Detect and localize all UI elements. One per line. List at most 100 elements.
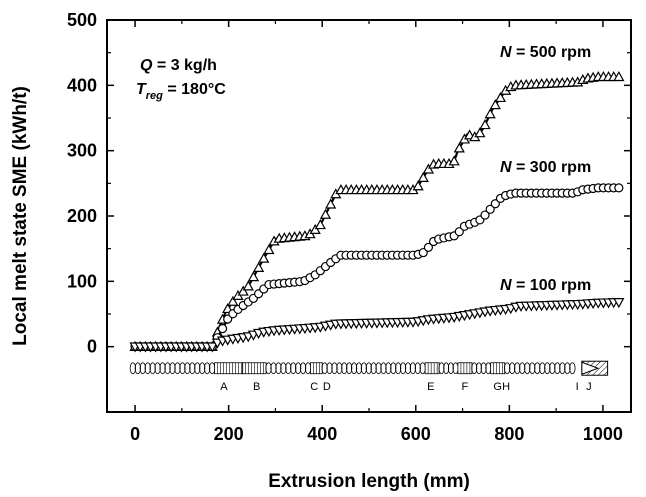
zone-letter-H: H [502, 381, 510, 393]
zone-conveying-element [139, 362, 146, 375]
y-tick-label: 300 [67, 141, 97, 161]
zone-conveying-element [144, 362, 151, 375]
zone-letter-J: J [586, 381, 592, 393]
zone-conveying-element [380, 362, 387, 375]
data-point-marker [217, 323, 228, 334]
zone-conveying-element [189, 362, 196, 375]
zone-conveying-element [395, 362, 402, 375]
zone-conveying-element [480, 362, 487, 375]
zone-conveying-element [475, 362, 482, 375]
y-tick-label: 100 [67, 271, 97, 291]
zone-conveying-element [514, 362, 521, 375]
x-axis-title: Extrusion length (mm) [268, 471, 470, 492]
zone-conveying-element [331, 362, 338, 375]
zone-letter-I: I [576, 381, 579, 393]
data-point-marker [412, 180, 424, 191]
zone-conveying-element [321, 362, 328, 375]
zone-conveying-element [385, 362, 392, 375]
series-layer [129, 71, 625, 353]
zone-conveying-element [404, 362, 412, 375]
zone-letter-C: C [310, 381, 318, 393]
series-label-100rpm: N = 100 rpm [500, 277, 591, 294]
zone-letter-A: A [220, 381, 228, 393]
zone-conveying-element [399, 362, 407, 375]
y-tick-labels: 0 100 200 300 400 500 [67, 10, 97, 357]
zone-conveying-element [184, 362, 191, 375]
zone-conveying-element [174, 362, 181, 375]
data-point-marker [614, 183, 624, 193]
zone-letter-B: B [253, 381, 260, 393]
zone-conveying-element [509, 362, 516, 375]
zone-conveying-element [544, 362, 551, 375]
zone-conveying-element [438, 362, 445, 375]
zone-conveying-element [280, 362, 287, 375]
y-tick-label: 500 [67, 10, 97, 30]
zone-letter-D: D [323, 381, 331, 393]
zone-conveying-element [554, 362, 561, 375]
data-point-marker [258, 252, 270, 263]
zone-conveying-element [390, 362, 397, 375]
data-point-marker [247, 271, 260, 282]
data-point-marker [454, 227, 464, 237]
zone-conveying-element [564, 362, 571, 375]
zone-conveying-element [295, 362, 302, 375]
zone-conveying-element [355, 362, 363, 375]
y-axis-title: Local melt state SME (kWh/t) [10, 86, 31, 346]
zone-conveying-element [194, 362, 201, 375]
zone-conveying-element [299, 362, 307, 375]
zone-conveying-element [529, 362, 536, 375]
series-n-100-rpm [129, 298, 625, 353]
x-tick-label: 200 [214, 424, 244, 444]
zone-conveying-element [414, 362, 421, 375]
zone-conveying-element [270, 362, 277, 375]
data-point-marker [417, 171, 429, 182]
zone-conveying-element [350, 362, 358, 375]
zone-conveying-element [275, 362, 282, 375]
data-point-marker [252, 261, 265, 272]
zone-conveying-element [370, 362, 377, 375]
data-point-marker [242, 280, 254, 291]
zone-conveying-element [534, 362, 541, 375]
data-point-marker [494, 91, 507, 103]
zone-conveying-element [336, 362, 343, 375]
data-point-marker [314, 219, 326, 230]
data-point-marker [480, 210, 490, 220]
zone-conveying-element [360, 362, 367, 375]
flow-rate-annotation: Q = 3 kg/h [140, 57, 217, 74]
zone-letter-E: E [427, 381, 434, 393]
data-point-marker [485, 204, 495, 214]
x-tick-label: 800 [494, 424, 524, 444]
zone-kneading-block [242, 362, 267, 375]
series-n-500-rpm [129, 71, 625, 351]
axis-ticks [107, 19, 631, 412]
data-point-marker [309, 223, 321, 234]
data-point-marker [613, 71, 625, 82]
data-point-marker [227, 295, 239, 306]
zone-conveying-element [134, 362, 141, 375]
zone-conveying-element [265, 362, 272, 375]
zone-conveying-element [159, 362, 166, 375]
zone-conveying-element [199, 362, 206, 375]
zone-conveying-element [409, 362, 416, 375]
data-point-marker [423, 242, 434, 252]
data-point-marker [474, 127, 486, 138]
zone-conveying-element [569, 362, 576, 375]
x-tick-label: 0 [130, 424, 140, 444]
y-tick-label: 400 [67, 75, 97, 95]
zone-conveying-element [169, 362, 176, 375]
x-tick-labels: 0 200 400 600 800 1000 [130, 424, 623, 444]
zone-conveying-element [149, 362, 156, 375]
zone-conveying-element [524, 362, 531, 375]
x-tick-label: 400 [307, 424, 337, 444]
data-point-marker [206, 342, 218, 353]
zone-conveying-element [290, 362, 297, 375]
zone-conveying-element [443, 362, 450, 375]
y-tick-label: 0 [87, 337, 97, 357]
data-point-marker [237, 285, 249, 296]
zone-conveying-element [447, 362, 454, 375]
zone-conveying-element [204, 362, 211, 375]
x-tick-label: 600 [401, 424, 431, 444]
zone-conveying-element [129, 362, 136, 375]
zone-conveying-element [549, 362, 556, 375]
zone-conveying-element [341, 362, 348, 375]
